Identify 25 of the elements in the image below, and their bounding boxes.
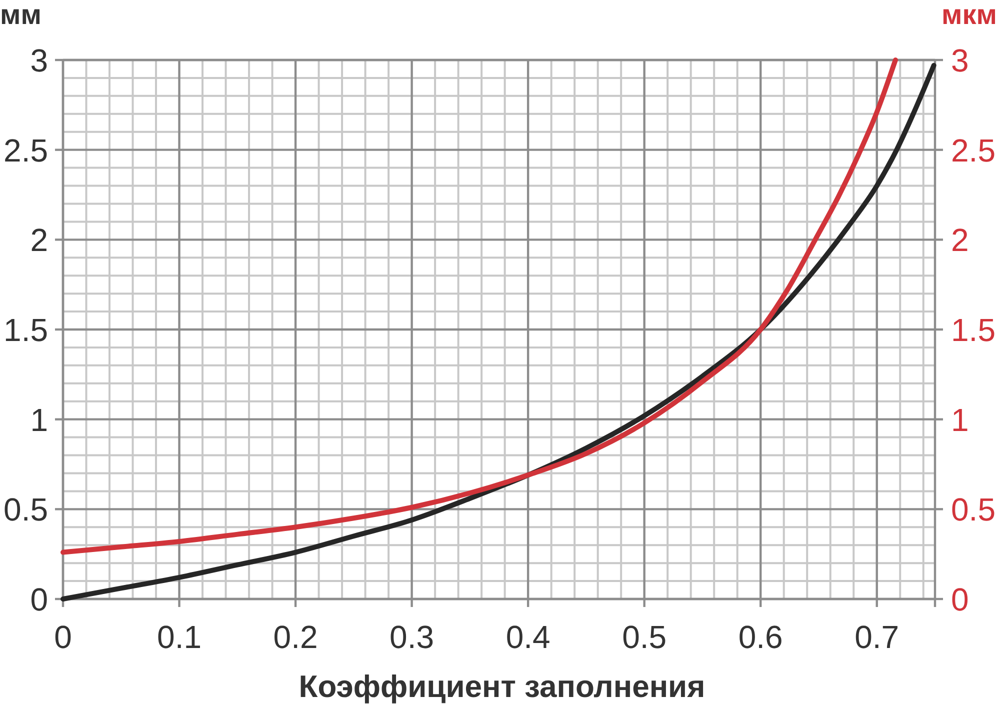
x-tick-label: 0.5	[622, 619, 667, 655]
x-tick-label: 0.7	[854, 619, 900, 655]
x-tick-label: 0.1	[157, 619, 202, 655]
x-tick-label: 0	[54, 619, 72, 655]
y2-tick-label: 3	[951, 42, 969, 79]
y-tick-label: 1.5	[4, 312, 48, 348]
y-tick-label: 1	[30, 402, 48, 438]
y2-tick-label: 1.5	[951, 312, 996, 348]
x-axis-title: Коэффициент заполнения	[298, 669, 706, 704]
y-tick-label: 0.5	[4, 492, 48, 528]
y2-tick-label: 2.5	[951, 132, 996, 168]
y-tick-label: 3	[30, 42, 48, 79]
y2-tick-label: 0.5	[951, 492, 996, 528]
x-tick-label: 0.2	[273, 619, 318, 655]
y2-tick-label: 0	[951, 582, 969, 618]
y2-tick-label: 2	[951, 222, 969, 258]
y-tick-label: 0	[30, 582, 48, 618]
x-tick-label: 0.4	[506, 619, 550, 655]
x-tick-label: 0.6	[738, 619, 783, 655]
x-tick-label: 0.3	[390, 619, 434, 655]
y-axis-title: мм	[0, 0, 42, 30]
y-tick-label: 2.5	[4, 132, 48, 168]
y2-tick-label: 1	[951, 402, 969, 438]
y2-axis-title: мкм	[942, 0, 997, 30]
y-tick-label: 2	[30, 222, 48, 258]
